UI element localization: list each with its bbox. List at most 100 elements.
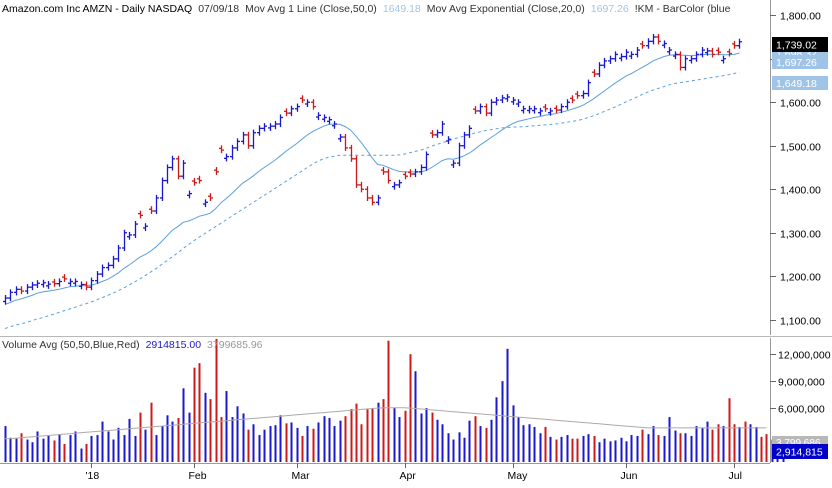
price-bar [570,95,575,104]
volume-current-badge: 2,914,815 [772,444,828,459]
volume-axis-ticks: 12,000,000 9,000,000 6,000,000 [770,350,831,416]
price-bar [473,106,478,114]
price-bar [122,229,127,252]
price-tick-label: 1,500.00 [780,142,821,154]
price-bar [311,99,316,110]
price-bar [532,105,537,114]
price-bar [241,131,246,145]
price-bar [656,33,661,45]
price-tick-label: 1,100.00 [780,316,821,328]
price-bar [381,167,386,175]
price-bar [462,131,467,149]
price-bar [538,107,543,116]
price-bar [446,136,451,145]
price-bar [527,105,532,114]
price-bar [602,57,607,69]
price-bar [651,33,656,45]
price-bar [262,123,267,132]
price-bar [500,94,505,104]
price-bar [581,90,586,99]
price-bar [430,130,435,138]
price-bar [613,51,618,62]
price-bar [457,142,462,167]
price-bar [35,280,40,289]
price-bar [57,278,62,287]
price-bar [305,99,310,108]
price-bar [332,120,337,129]
price-tick-label: 1,200.00 [780,272,821,284]
symbol-title: Amazon.com Inc AMZN - Daily NASDAQ 07/09/… [2,3,731,15]
price-bar [46,281,51,289]
price-bar [619,53,624,62]
volume-tick-label: 9,000,000 [778,377,825,389]
price-bar [224,153,229,162]
price-bar [586,79,591,97]
price-bar [89,277,94,291]
price-bar [700,46,705,58]
price-bar [662,40,667,49]
volume-tick-label: 6,000,000 [778,404,825,416]
ema-20-polyline [4,52,740,305]
volume-tick-label: 12,000,000 [778,350,831,362]
price-bar [386,168,391,184]
price-bar [127,231,132,240]
price-bar [365,186,370,201]
price-bar [14,286,19,296]
last-price-badge: 1,739.02 [772,37,828,52]
price-bar [79,281,84,290]
price-bar [62,274,67,282]
price-bar [133,221,138,238]
price-tick-label: 1,800.00 [780,11,821,23]
date-tick-label: May [508,470,529,482]
date-tick-label: Apr [400,470,417,482]
price-bar [408,169,413,178]
price-bar [705,47,710,56]
date-tick-label: Feb [189,470,207,482]
price-bar [678,51,683,71]
price-bar [95,271,100,284]
price-bar [403,171,408,180]
price-bar [284,108,289,117]
price-bar [300,95,305,104]
price-bar [219,145,224,154]
ema-price-badge: 1,697.26 [772,55,828,69]
price-bar [192,177,197,186]
svg-text:1,697.26: 1,697.26 [776,57,817,69]
price-bar [106,262,111,271]
date-tick-label: Mar [292,470,311,482]
price-bar [154,194,159,215]
price-bar [111,255,116,269]
price-bar [565,99,570,110]
price-bar [187,190,192,199]
price-bar [710,47,715,58]
price-bar [440,120,445,136]
price-bar [170,155,175,171]
price-bar [338,134,343,142]
price-bar [489,99,494,117]
price-bar [289,105,294,117]
price-bar [143,223,148,232]
price-bar [716,47,721,56]
price-bar [478,103,483,114]
price-tick-label: 1,600.00 [780,98,821,110]
price-bar [511,97,516,105]
date-tick-label: '18 [86,470,100,482]
price-bar [646,38,651,49]
price-bar [505,93,510,102]
price-bar [343,134,348,151]
price-bar [359,181,364,193]
price-bar [176,155,181,180]
price-bar [19,286,24,295]
svg-text:1,649.18: 1,649.18 [776,78,817,90]
sma-price-badge: 1,649.18 [772,76,828,90]
price-bar [451,160,456,168]
svg-text:3,799,686: 3,799,686 [776,438,821,449]
price-bar [467,125,472,138]
volume-average-polyline [5,407,767,440]
price-bar [84,281,89,291]
price-bar [413,168,418,178]
price-bar [494,97,499,106]
price-bar [424,151,429,171]
price-bar [246,131,251,149]
